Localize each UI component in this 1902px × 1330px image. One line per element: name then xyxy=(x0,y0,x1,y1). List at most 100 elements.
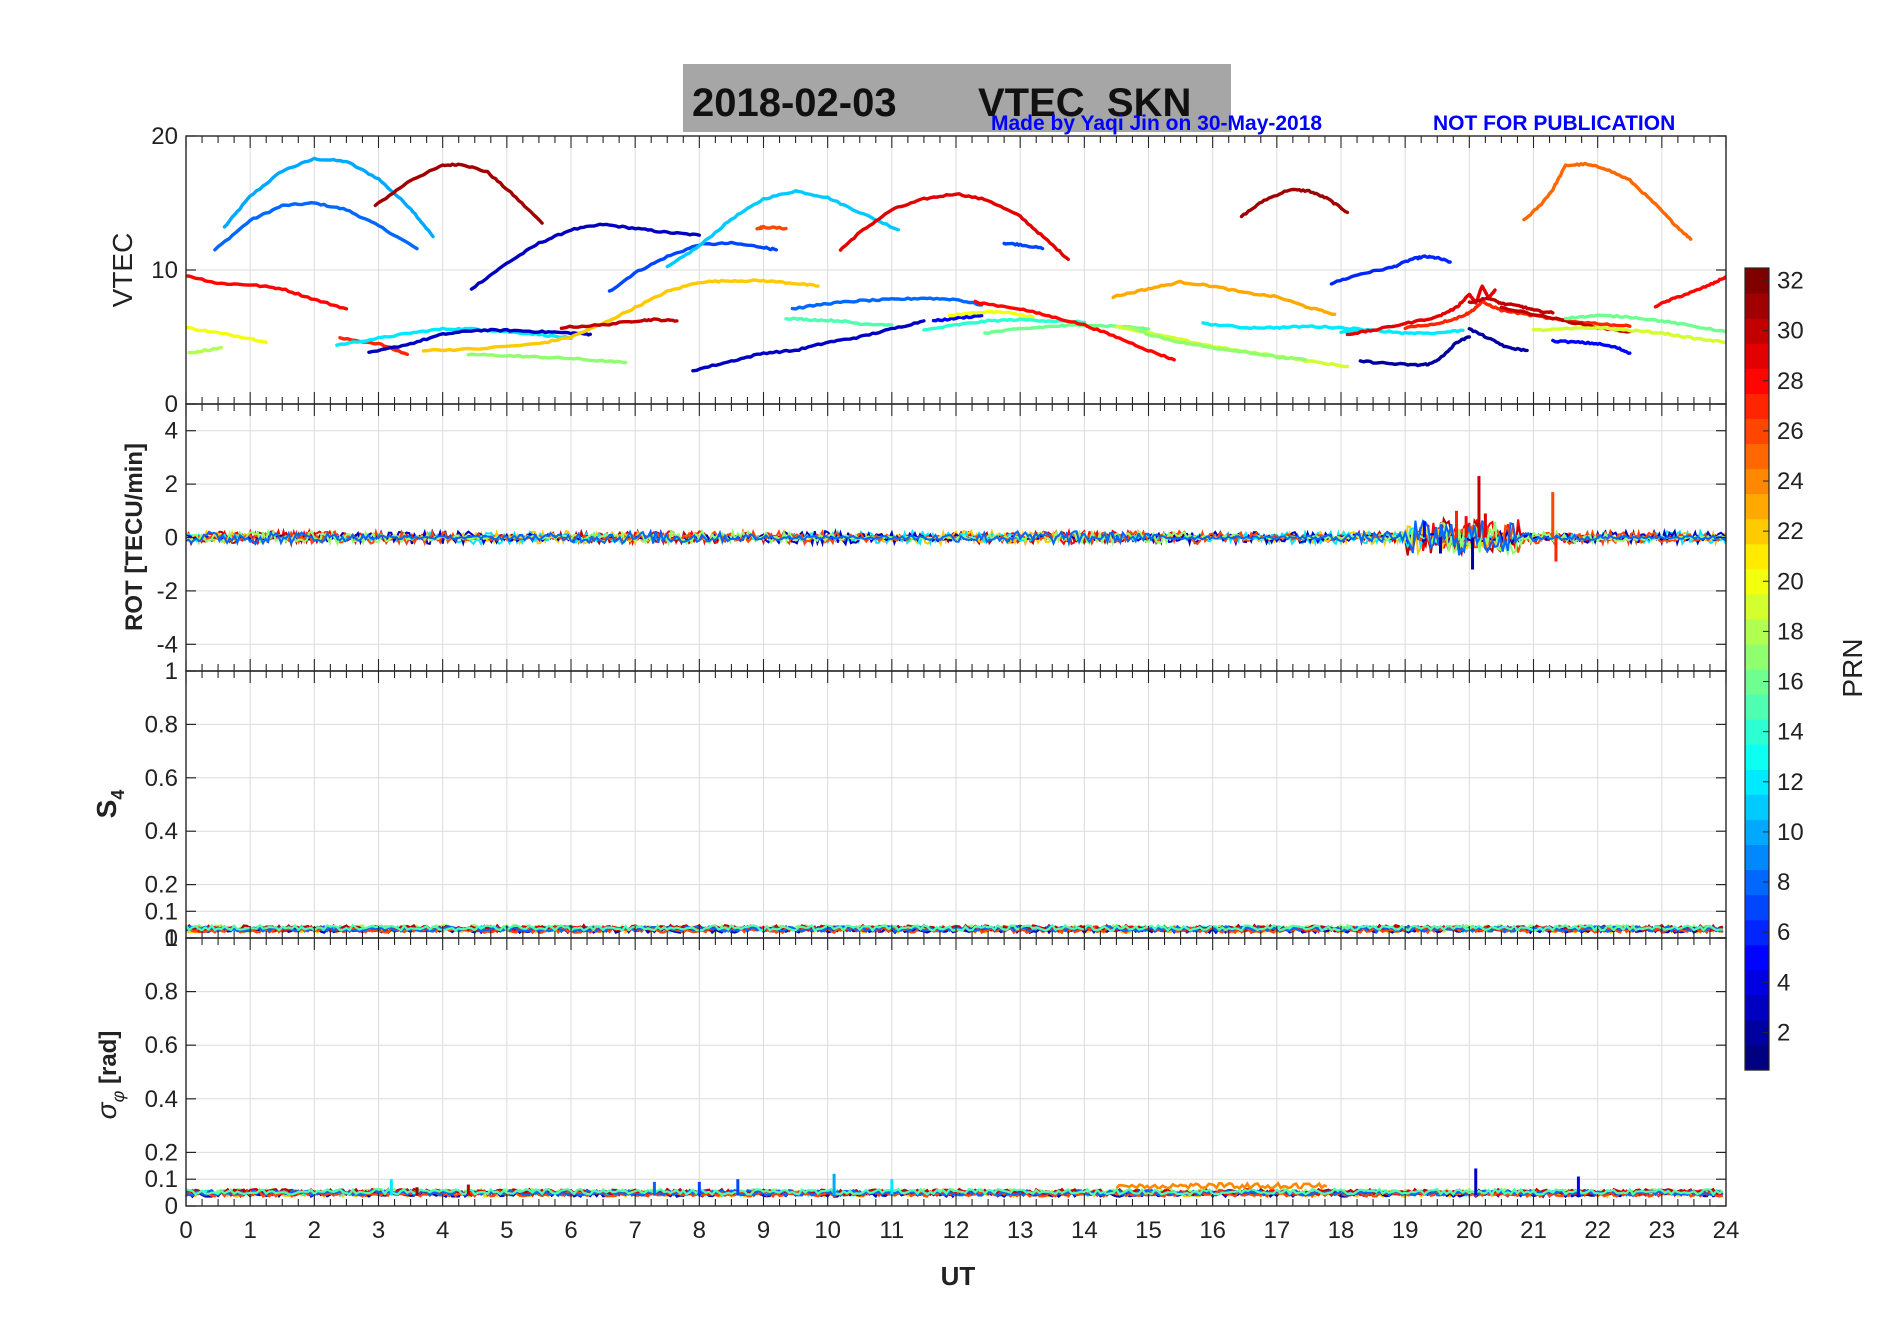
colorbar-tick-label: 6 xyxy=(1777,919,1790,946)
s4-ytick-label: 0.6 xyxy=(145,765,178,792)
rot-ylabel: ROT [TECU/min] xyxy=(121,443,148,631)
s4-ylabel: S4 xyxy=(91,790,128,819)
s4-ytick-label: 0.8 xyxy=(145,711,178,738)
x-tick-label: 2 xyxy=(308,1217,321,1244)
colorbar-tick-label: 2 xyxy=(1777,1019,1790,1046)
colorbar-swatch xyxy=(1745,443,1769,470)
x-tick-label: 3 xyxy=(372,1217,385,1244)
vtec-series-prn-15 xyxy=(784,316,894,327)
colorbar-tick-label: 32 xyxy=(1777,268,1804,295)
colorbar-label: PRN xyxy=(1837,638,1868,697)
colorbar-tick-label: 18 xyxy=(1777,618,1804,645)
vtec-series-prn-18 xyxy=(187,346,223,355)
vtec-series-prn-23 xyxy=(1111,279,1337,316)
x-tick-label: 15 xyxy=(1135,1217,1162,1244)
colorbar-swatch xyxy=(1745,894,1769,921)
x-tick-label: 16 xyxy=(1199,1217,1226,1244)
vtec-series-prn-27 xyxy=(338,336,410,357)
x-tick-label: 0 xyxy=(179,1217,192,1244)
vtec-series-prn-28 xyxy=(973,299,1176,362)
sigma-phi-panel: 00.10.20.40.60.810 1 2 3 4 5 6 7 8 9 10 11 12 13 14 15 1… xyxy=(145,925,1740,1244)
sigma-ylabel-unit: [rad] xyxy=(95,1031,122,1091)
x-axis-label: UT xyxy=(941,1261,976,1291)
vtec-series-prn-3 xyxy=(367,327,592,354)
sigma-data xyxy=(186,1168,1724,1199)
colorbar-swatch xyxy=(1745,393,1769,419)
x-tick-label: 24 xyxy=(1713,1217,1740,1244)
colorbar-swatch xyxy=(1745,794,1769,820)
x-tick-label: 17 xyxy=(1263,1217,1290,1244)
vtec-ytick-label: 20 xyxy=(151,123,178,150)
colorbar-tick-label: 26 xyxy=(1777,418,1804,445)
x-tick-label: 5 xyxy=(500,1217,513,1244)
x-tick-label: 9 xyxy=(757,1217,770,1244)
colorbar-swatch xyxy=(1745,1044,1769,1071)
vtec-series-prn-20 xyxy=(947,309,1035,319)
vtec-series-prn-17 xyxy=(466,352,628,365)
vtec-series-prn-7 xyxy=(1002,241,1045,251)
sigma-ytick-label: 0.8 xyxy=(145,979,178,1006)
colorbar-tick-label: 10 xyxy=(1777,819,1804,846)
colorbar-swatch xyxy=(1745,694,1769,720)
colorbar-tick-label: 8 xyxy=(1777,869,1790,896)
x-tick-label: 8 xyxy=(693,1217,706,1244)
vtec-series-prn-31 xyxy=(373,162,544,225)
s4-ytick-label: 0.2 xyxy=(145,872,178,899)
rot-ytick-label: -4 xyxy=(157,631,178,658)
s4-ylabel-main: S xyxy=(91,800,122,819)
vtec-series-prn-31 xyxy=(1239,187,1350,219)
sigma-bump xyxy=(1115,1181,1328,1191)
s4-ytick-label: 0.1 xyxy=(145,898,178,925)
x-tick-label: 13 xyxy=(1007,1217,1034,1244)
vtec-series-prn-29 xyxy=(1345,284,1497,337)
vtec-series-prn-8 xyxy=(213,201,419,252)
title-box xyxy=(683,64,1231,132)
sigma-ytick-label: 0.2 xyxy=(145,1139,178,1166)
vtec-series-prn-6 xyxy=(1329,254,1452,286)
vtec-series-prn-3 xyxy=(691,319,926,373)
vtec-panel: 0 10 20 xyxy=(151,123,1727,418)
colorbar-tick-label: 30 xyxy=(1777,318,1804,345)
credit-note: Made by Yaqi Jin on 30-May-2018 xyxy=(991,112,1322,135)
s4-ytick-label: 0.4 xyxy=(145,818,178,845)
vtec-series-prn-2 xyxy=(1358,335,1471,368)
vtec-series-prn-28 xyxy=(1653,275,1726,309)
x-tick-label: 1 xyxy=(243,1217,256,1244)
rot-ytick-label: 2 xyxy=(165,471,178,498)
sigma-ytick-label: 0.4 xyxy=(145,1086,178,1113)
x-tick-label: 12 xyxy=(943,1217,970,1244)
sigma-ylabel-sub: φ xyxy=(108,1090,128,1102)
vtec-series-prn-12 xyxy=(1201,321,1375,332)
vtec-series-prn-8 xyxy=(790,296,984,311)
sigma-ytick-label: 0.1 xyxy=(145,1166,178,1193)
x-tick-label: 14 xyxy=(1071,1217,1098,1244)
colorbar-tick-label: 4 xyxy=(1777,969,1790,996)
colorbar-swatch xyxy=(1745,293,1769,319)
sigma-ylabel: σφ [rad] xyxy=(91,1031,128,1120)
sigma-ytick-label: 0.6 xyxy=(145,1032,178,1059)
vtec-ytick-label: 10 xyxy=(151,257,178,284)
vtec-series-prn-26 xyxy=(755,224,788,231)
vtec-series-prn-2 xyxy=(1467,327,1529,353)
colorbar-tick-label: 28 xyxy=(1777,368,1804,395)
x-tick-label: 19 xyxy=(1392,1217,1419,1244)
vtec-series-prn-19 xyxy=(1114,324,1350,369)
vtec-series-prn-5 xyxy=(1551,338,1632,355)
x-tick-label: 22 xyxy=(1584,1217,1611,1244)
title-text: VTEC SKN xyxy=(978,81,1191,125)
colorbar-swatch xyxy=(1745,543,1769,570)
rot-series-prn-3 xyxy=(186,526,1726,548)
colorbar-swatch xyxy=(1745,343,1769,369)
colorbar-tick-label: 22 xyxy=(1777,518,1804,545)
vtec-data xyxy=(186,156,1726,373)
vtec-series-prn-12 xyxy=(335,326,573,347)
s4-data xyxy=(186,923,1724,935)
x-tick-label: 23 xyxy=(1648,1217,1675,1244)
x-tick-label: 21 xyxy=(1520,1217,1547,1244)
x-tick-label: 6 xyxy=(564,1217,577,1244)
vtec-series-prn-25 xyxy=(1522,161,1693,241)
rot-series-prn-8 xyxy=(186,519,1726,556)
rot-ytick-label: -2 xyxy=(157,578,178,605)
colorbar-swatch xyxy=(1745,593,1769,620)
colorbar-swatch xyxy=(1745,493,1769,520)
